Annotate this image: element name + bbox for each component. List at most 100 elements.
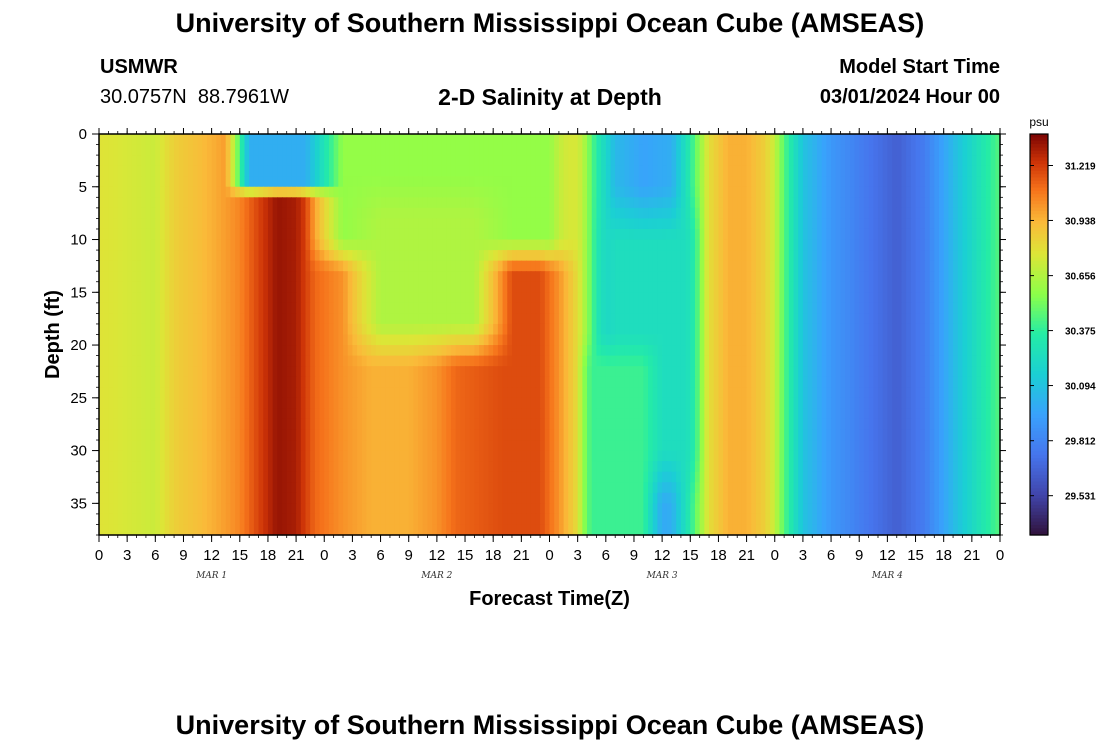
heatmap-cell bbox=[155, 228, 161, 241]
heatmap-cell bbox=[211, 197, 217, 209]
heatmap-cell bbox=[282, 176, 288, 188]
heatmap-cell bbox=[197, 323, 203, 336]
heatmap-cell bbox=[859, 292, 865, 304]
heatmap-cell bbox=[967, 228, 973, 241]
heatmap-cell bbox=[709, 228, 715, 241]
heatmap-cell bbox=[807, 313, 813, 325]
heatmap-cell bbox=[896, 345, 903, 357]
heatmap-cell bbox=[849, 345, 856, 357]
heatmap-cell bbox=[666, 271, 673, 283]
heatmap-cell bbox=[770, 176, 776, 188]
heatmap-cell bbox=[568, 397, 574, 409]
heatmap-cell bbox=[896, 197, 903, 209]
heatmap-cell bbox=[558, 144, 565, 156]
heatmap-cell bbox=[666, 345, 673, 357]
heatmap-cell bbox=[835, 302, 842, 314]
heatmap-cell bbox=[192, 165, 199, 177]
heatmap-cell bbox=[812, 292, 818, 304]
heatmap-cell bbox=[798, 345, 804, 357]
heatmap-cell bbox=[906, 366, 912, 378]
heatmap-cell bbox=[868, 186, 874, 198]
heatmap-cell bbox=[910, 197, 917, 209]
heatmap-cell bbox=[938, 292, 945, 304]
heatmap-cell bbox=[920, 376, 926, 388]
heatmap-cell bbox=[465, 165, 471, 177]
heatmap-cell bbox=[319, 323, 325, 336]
heatmap-cell bbox=[554, 302, 560, 314]
heatmap-cell bbox=[530, 334, 537, 346]
heatmap-cell bbox=[113, 366, 119, 378]
heatmap-cell bbox=[361, 313, 368, 325]
heatmap-cell bbox=[122, 218, 128, 230]
heatmap-cell bbox=[676, 197, 682, 209]
heatmap-cell bbox=[310, 218, 316, 230]
heatmap-cell bbox=[563, 144, 569, 156]
heatmap-cell bbox=[371, 387, 377, 399]
heatmap-cell bbox=[122, 186, 128, 198]
heatmap-cell bbox=[896, 302, 903, 314]
heatmap-cell bbox=[732, 292, 738, 304]
heatmap-cell bbox=[596, 186, 602, 198]
heatmap-cell bbox=[596, 176, 602, 188]
heatmap-cell bbox=[530, 271, 537, 283]
heatmap-cell bbox=[971, 250, 978, 262]
heatmap-cell bbox=[488, 197, 494, 209]
heatmap-cell bbox=[657, 186, 663, 198]
heatmap-cell bbox=[587, 186, 593, 198]
heatmap-cell bbox=[310, 387, 316, 399]
heatmap-cell bbox=[957, 323, 964, 336]
heatmap-cell bbox=[450, 165, 457, 177]
heatmap-cell bbox=[150, 376, 156, 388]
heatmap-cell bbox=[596, 134, 602, 146]
heatmap-cell bbox=[779, 387, 785, 399]
heatmap-cell bbox=[732, 197, 738, 209]
heatmap-cell bbox=[385, 313, 391, 325]
heatmap-cell bbox=[741, 345, 748, 357]
heatmap-cell bbox=[934, 155, 940, 167]
heatmap-cell bbox=[788, 397, 795, 409]
heatmap-cell bbox=[727, 376, 734, 388]
heatmap-cell bbox=[408, 144, 415, 156]
heatmap-cell bbox=[718, 323, 724, 336]
heatmap-cell bbox=[375, 323, 382, 336]
heatmap-cell bbox=[286, 334, 292, 346]
heatmap-cell bbox=[202, 250, 208, 262]
heatmap-cell bbox=[577, 397, 583, 409]
heatmap-cell bbox=[150, 239, 156, 251]
heatmap-cell bbox=[587, 144, 593, 156]
heatmap-cell bbox=[690, 281, 696, 293]
heatmap-cell bbox=[985, 281, 992, 293]
heatmap-cell bbox=[807, 218, 813, 230]
heatmap-cell bbox=[375, 260, 382, 272]
heatmap-cell bbox=[572, 144, 579, 156]
heatmap-cell bbox=[155, 323, 161, 336]
heatmap-cell bbox=[380, 313, 386, 325]
heatmap-cell bbox=[357, 207, 363, 220]
heatmap-cell bbox=[296, 302, 302, 314]
heatmap-cell bbox=[854, 218, 860, 230]
heatmap-cell bbox=[352, 366, 358, 378]
heatmap-cell bbox=[389, 355, 396, 367]
heatmap-cell bbox=[704, 323, 710, 336]
heatmap-cell bbox=[953, 207, 959, 220]
heatmap-cell bbox=[835, 334, 842, 346]
heatmap-cell bbox=[845, 271, 851, 283]
heatmap-cell bbox=[493, 376, 499, 388]
heatmap-cell bbox=[164, 260, 170, 272]
heatmap-cell bbox=[263, 397, 269, 409]
heatmap-cell bbox=[549, 144, 555, 156]
heatmap-cell bbox=[192, 334, 199, 346]
heatmap-cell bbox=[497, 292, 504, 304]
heatmap-cell bbox=[404, 197, 410, 209]
heatmap-cell bbox=[422, 271, 429, 283]
heatmap-cell bbox=[352, 334, 358, 346]
heatmap-cell bbox=[849, 271, 856, 283]
heatmap-cell bbox=[831, 155, 837, 167]
heatmap-cell bbox=[938, 397, 945, 409]
heatmap-cell bbox=[709, 155, 715, 167]
heatmap-cell bbox=[418, 387, 424, 399]
heatmap-cell bbox=[352, 218, 358, 230]
heatmap-cell bbox=[943, 207, 949, 220]
heatmap-cell bbox=[896, 239, 903, 251]
heatmap-cell bbox=[183, 397, 189, 409]
